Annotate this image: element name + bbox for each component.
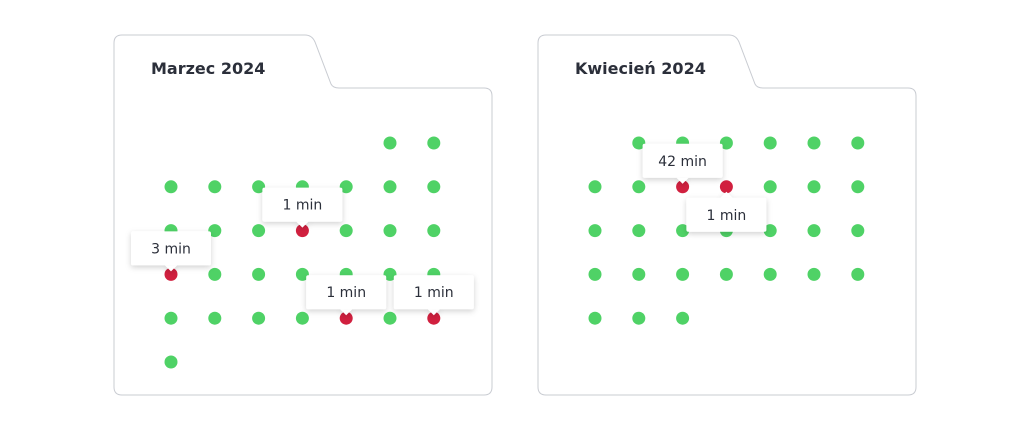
tooltip-box	[393, 275, 474, 310]
day-up	[719, 136, 733, 150]
day-up	[427, 136, 441, 150]
day-up	[295, 267, 309, 281]
tooltip-label: 3 min	[151, 241, 191, 257]
day-up	[208, 311, 222, 325]
day-up	[632, 267, 646, 281]
day-up	[676, 224, 690, 238]
day-up	[427, 180, 441, 194]
tooltip-label: 42 min	[658, 154, 707, 170]
day-up	[383, 224, 397, 238]
month-title: Marzec 2024	[151, 59, 265, 78]
day-up	[208, 224, 222, 238]
day-up	[763, 136, 777, 150]
day-up	[252, 311, 266, 325]
tooltip-label: 1 min	[326, 285, 366, 301]
day-up	[164, 355, 178, 369]
day-up	[339, 224, 353, 238]
day-up	[851, 267, 865, 281]
day-up	[719, 267, 733, 281]
tooltip-box	[642, 143, 723, 178]
downtime-tooltip	[393, 275, 474, 316]
tooltip-box	[686, 197, 767, 232]
day-up	[339, 180, 353, 194]
day-up	[252, 180, 266, 194]
day-up	[632, 224, 646, 238]
day-up	[676, 267, 690, 281]
day-up	[383, 311, 397, 325]
day-down	[164, 267, 178, 281]
day-up	[588, 311, 602, 325]
downtime-tooltip	[262, 187, 343, 228]
day-up	[763, 224, 777, 238]
day-up	[851, 136, 865, 150]
day-up	[252, 224, 266, 238]
tooltip-arrow	[296, 221, 309, 228]
day-up	[588, 180, 602, 194]
month-title: Kwiecień 2024	[575, 59, 706, 78]
downtime-tooltip	[306, 275, 387, 316]
tooltip-label: 1 min	[283, 198, 323, 214]
tooltip-arrow	[676, 177, 689, 184]
tooltip-label: 1 min	[414, 285, 454, 301]
day-up	[632, 311, 646, 325]
day-down	[719, 180, 733, 194]
day-down	[427, 311, 441, 325]
day-up	[295, 311, 309, 325]
day-up	[851, 180, 865, 194]
day-up	[807, 267, 821, 281]
tooltip-arrow	[720, 191, 733, 198]
day-up	[632, 180, 646, 194]
day-down	[295, 224, 309, 238]
day-down	[339, 311, 353, 325]
day-up	[588, 267, 602, 281]
tooltip-arrow	[340, 309, 353, 316]
day-up	[588, 224, 602, 238]
day-up	[383, 180, 397, 194]
downtime-tooltip	[131, 231, 211, 272]
day-up	[383, 267, 397, 281]
tooltip-box	[306, 275, 387, 310]
day-up	[252, 267, 266, 281]
day-up	[763, 267, 777, 281]
day-up	[164, 311, 178, 325]
downtime-tooltip	[686, 191, 767, 232]
day-down	[676, 180, 690, 194]
day-up	[427, 224, 441, 238]
day-up	[807, 180, 821, 194]
downtime-tooltip	[642, 143, 723, 184]
tooltip-arrow	[165, 265, 177, 272]
day-up	[208, 180, 222, 194]
day-up	[164, 180, 178, 194]
day-up	[676, 311, 690, 325]
day-up	[807, 136, 821, 150]
tooltip-box	[262, 187, 343, 222]
day-up	[632, 136, 646, 150]
day-up	[807, 224, 821, 238]
tooltip-label: 1 min	[707, 208, 747, 224]
day-up	[208, 267, 222, 281]
day-up	[763, 180, 777, 194]
day-up	[851, 224, 865, 238]
tooltip-arrow	[427, 309, 440, 316]
tooltip-box	[131, 231, 211, 266]
day-up	[383, 136, 397, 150]
